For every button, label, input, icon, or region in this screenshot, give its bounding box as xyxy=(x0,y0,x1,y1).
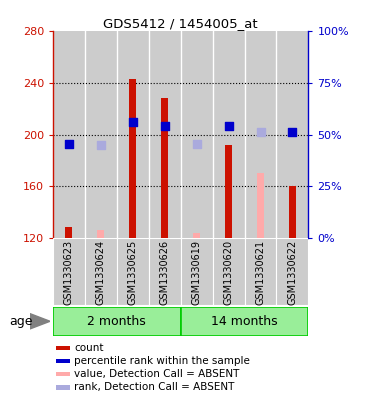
Bar xyxy=(245,31,277,238)
Bar xyxy=(181,238,212,305)
Bar xyxy=(257,173,264,238)
Point xyxy=(130,119,136,125)
Point xyxy=(289,129,295,135)
Point xyxy=(98,142,104,148)
Bar xyxy=(85,238,117,305)
Bar xyxy=(212,238,245,305)
Bar xyxy=(85,31,117,238)
Point xyxy=(162,123,168,129)
Text: 14 months: 14 months xyxy=(211,315,278,328)
Text: GSM1330625: GSM1330625 xyxy=(128,240,138,305)
Bar xyxy=(149,31,181,238)
Bar xyxy=(277,238,308,305)
Text: age: age xyxy=(9,315,32,328)
Bar xyxy=(289,186,296,238)
Text: percentile rank within the sample: percentile rank within the sample xyxy=(74,356,250,366)
Bar xyxy=(245,238,277,305)
Bar xyxy=(181,31,212,238)
Bar xyxy=(117,31,149,238)
Bar xyxy=(97,230,104,238)
Point xyxy=(258,129,264,135)
Text: GSM1330623: GSM1330623 xyxy=(64,240,74,305)
Title: GDS5412 / 1454005_at: GDS5412 / 1454005_at xyxy=(103,17,258,30)
Bar xyxy=(129,79,136,238)
Text: rank, Detection Call = ABSENT: rank, Detection Call = ABSENT xyxy=(74,382,235,393)
Bar xyxy=(277,31,308,238)
Text: GSM1330626: GSM1330626 xyxy=(160,240,170,305)
Bar xyxy=(181,307,308,336)
Polygon shape xyxy=(30,314,50,329)
Bar xyxy=(56,346,70,350)
Bar xyxy=(225,145,232,238)
Bar xyxy=(117,238,149,305)
Text: value, Detection Call = ABSENT: value, Detection Call = ABSENT xyxy=(74,369,240,379)
Bar xyxy=(56,385,70,390)
Point xyxy=(226,123,231,129)
Bar xyxy=(53,31,85,238)
Bar xyxy=(53,307,181,336)
Bar xyxy=(65,228,72,238)
Text: GSM1330620: GSM1330620 xyxy=(224,240,234,305)
Text: GSM1330621: GSM1330621 xyxy=(255,240,265,305)
Bar xyxy=(149,238,181,305)
Point xyxy=(194,140,200,147)
Bar xyxy=(56,359,70,363)
Text: GSM1330619: GSM1330619 xyxy=(192,240,201,305)
Bar xyxy=(212,31,245,238)
Bar xyxy=(56,372,70,376)
Text: GSM1330622: GSM1330622 xyxy=(288,240,297,305)
Point xyxy=(66,140,72,147)
Bar xyxy=(53,238,85,305)
Text: 2 months: 2 months xyxy=(88,315,146,328)
Text: count: count xyxy=(74,343,104,353)
Text: GSM1330624: GSM1330624 xyxy=(96,240,106,305)
Bar xyxy=(193,233,200,238)
Bar xyxy=(161,99,168,238)
